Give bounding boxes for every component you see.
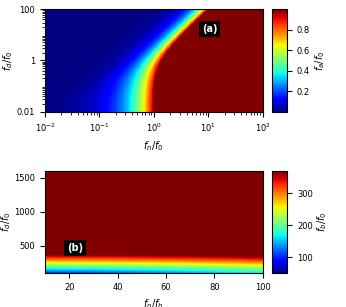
Y-axis label: $f_d/f_0$: $f_d/f_0$ [2,50,16,71]
Y-axis label: $f_a/f_0$: $f_a/f_0$ [313,50,327,71]
X-axis label: $f_n/f_0$: $f_n/f_0$ [144,139,164,153]
Y-axis label: $f_d/f_0$: $f_d/f_0$ [0,212,13,232]
Text: (a): (a) [202,24,217,34]
Y-axis label: $f_b/f_0$: $f_b/f_0$ [316,212,329,232]
X-axis label: $f_n/f_b$: $f_n/f_b$ [144,297,164,307]
Text: (b): (b) [67,243,83,253]
